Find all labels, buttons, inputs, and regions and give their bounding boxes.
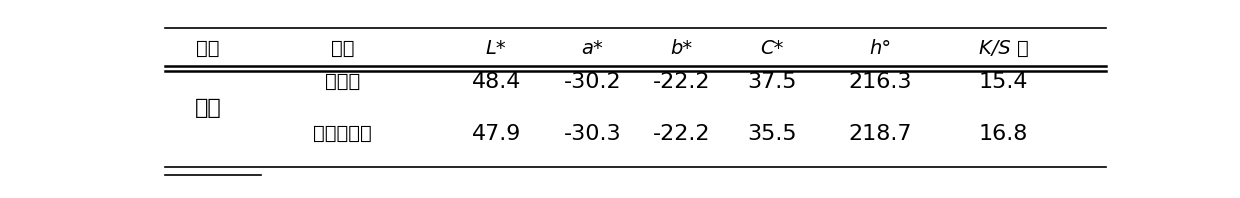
Text: -30.3: -30.3 bbox=[563, 124, 621, 144]
Text: h°: h° bbox=[869, 39, 892, 58]
Text: 218.7: 218.7 bbox=[849, 124, 913, 144]
Text: 15.4: 15.4 bbox=[978, 72, 1028, 92]
Text: -22.2: -22.2 bbox=[653, 72, 711, 92]
Text: a*: a* bbox=[582, 39, 603, 58]
Text: 青色: 青色 bbox=[195, 98, 221, 118]
Text: 织物: 织物 bbox=[331, 39, 355, 58]
Text: -30.2: -30.2 bbox=[563, 72, 621, 92]
Text: K/S 值: K/S 值 bbox=[978, 39, 1028, 58]
Text: 37.5: 37.5 bbox=[748, 72, 797, 92]
Text: 47.9: 47.9 bbox=[471, 124, 521, 144]
Text: -22.2: -22.2 bbox=[653, 124, 711, 144]
Text: 未处理: 未处理 bbox=[325, 72, 360, 91]
Text: 墨水: 墨水 bbox=[196, 39, 219, 58]
Text: 216.3: 216.3 bbox=[849, 72, 913, 92]
Text: 35.5: 35.5 bbox=[748, 124, 797, 144]
Text: L*: L* bbox=[486, 39, 506, 58]
Text: 48.4: 48.4 bbox=[471, 72, 521, 92]
Text: 16.8: 16.8 bbox=[978, 124, 1028, 144]
Text: b*: b* bbox=[671, 39, 693, 58]
Text: 蛋白酶处理: 蛋白酶处理 bbox=[312, 124, 372, 143]
Text: C*: C* bbox=[760, 39, 784, 58]
